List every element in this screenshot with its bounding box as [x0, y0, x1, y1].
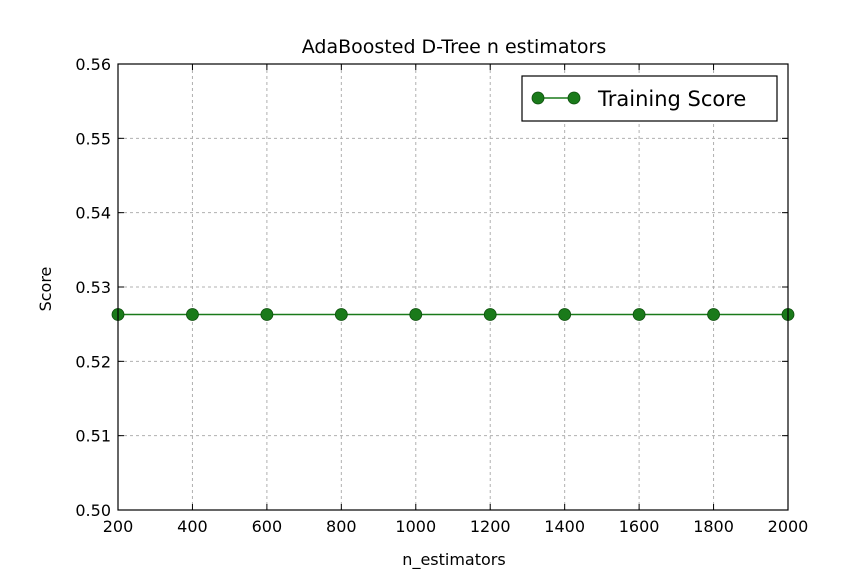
- y-tick-label: 0.50: [75, 501, 111, 520]
- x-tick-labels: 200 400 600 800 1000 1200 1400 1600 1800 2000: [103, 517, 809, 536]
- data-point: [632, 308, 646, 321]
- x-tick-label: 200: [103, 517, 134, 536]
- x-tick-label: 1800: [693, 517, 734, 536]
- y-tick-label: 0.54: [75, 204, 111, 223]
- legend-marker: [531, 91, 545, 105]
- x-axis-title: n_estimators: [402, 550, 505, 570]
- y-tick-labels: 0.50 0.51 0.52 0.53 0.54 0.55 0.56: [75, 55, 111, 520]
- x-tick-label: 2000: [768, 517, 809, 536]
- data-point: [334, 308, 348, 321]
- x-tick-label: 600: [252, 517, 283, 536]
- data-point: [260, 308, 274, 321]
- data-point: [707, 308, 720, 321]
- data-point: [558, 308, 572, 321]
- legend-label-training-score: Training Score: [597, 87, 746, 111]
- axis-ticks: [117, 63, 789, 511]
- y-tick-label: 0.55: [75, 129, 111, 148]
- y-tick-label: 0.53: [75, 278, 111, 297]
- y-tick-label: 0.51: [75, 427, 111, 446]
- y-tick-label: 0.52: [75, 352, 111, 371]
- chart-title: AdaBoosted D-Tree n estimators: [302, 36, 607, 58]
- x-tick-label: 400: [177, 517, 208, 536]
- y-tick-label: 0.56: [75, 55, 111, 74]
- data-point: [409, 308, 423, 321]
- series-layer: [111, 308, 795, 321]
- x-tick-label: 1000: [395, 517, 436, 536]
- data-point: [483, 308, 497, 321]
- y-axis-title: Score: [36, 267, 55, 312]
- legend: Training Score: [521, 75, 778, 122]
- x-tick-label: 1400: [544, 517, 585, 536]
- x-tick-label: 1200: [470, 517, 511, 536]
- x-tick-label: 1600: [619, 517, 660, 536]
- x-tick-label: 800: [326, 517, 357, 536]
- legend-marker: [567, 91, 581, 105]
- data-point: [186, 308, 199, 321]
